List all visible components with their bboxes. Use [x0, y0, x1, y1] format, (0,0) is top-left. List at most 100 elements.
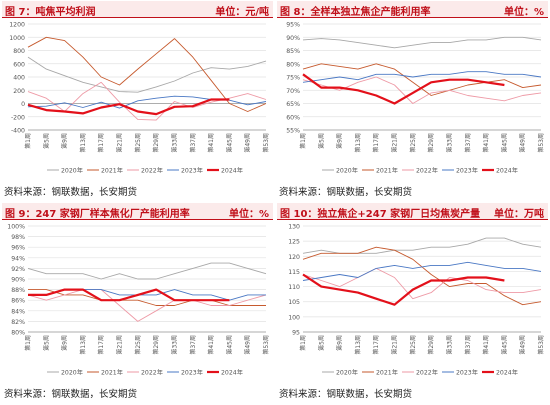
chart-panel-coke-profit: 图 7：吨焦平均利润 单位：元/吨 -400 -200 0 200 400 600 800 1…: [0, 0, 275, 202]
series-line: [302, 36, 542, 49]
x-tick-label: 第9周: [336, 133, 344, 149]
y-tick-label: 86%: [11, 298, 25, 305]
legend-label: 2020年: [336, 166, 358, 174]
x-tick-label: 第21周: [391, 133, 399, 153]
x-tick-label: 第25周: [409, 335, 417, 355]
source-note: 资料来源：钢联数据，长安期货: [4, 389, 138, 400]
x-tick-label: 第37周: [464, 335, 472, 355]
x-tick-label: 第21周: [116, 335, 124, 355]
y-tick-label: -200: [11, 114, 25, 121]
legend-label: 2022年: [141, 166, 163, 174]
y-tick-label: 600: [13, 61, 25, 68]
line-chart-svg: 55% 60% 65% 70% 75% 80% 85% 90% 95% 第1周 第5周 第9周 第13周…: [286, 22, 545, 175]
plot-area: 95 100 105 110 115 120 125 130 第1周 第5周 第9周 第13周 第17周…: [275, 220, 550, 380]
y-tick-label: 95%: [286, 22, 300, 29]
legend-label: 2022年: [141, 368, 163, 376]
x-tick-label: 第41周: [482, 133, 490, 153]
series-line: [27, 98, 230, 116]
y-tick-label: -400: [11, 128, 25, 135]
legend-label: 2020年: [61, 166, 83, 174]
x-tick-label: 第13周: [79, 335, 87, 355]
y-tick-label: 88%: [11, 287, 25, 294]
x-tick-label: 第53周: [262, 335, 270, 355]
source-note: 资料来源：钢联数据，长安期货: [279, 389, 413, 400]
chart-unit: 单位：%: [503, 7, 544, 18]
y-tick-label: 70%: [286, 88, 300, 95]
series-line: [27, 262, 267, 280]
x-tick-label: 第37周: [189, 335, 197, 355]
legend-label: 2021年: [376, 368, 398, 376]
plot-area: -400 -200 0 200 400 600 800 1000 1200 第1周 第5周 第9周 第1…: [0, 18, 275, 178]
x-tick-label: 第13周: [354, 133, 362, 153]
x-tick-label: 第5周: [317, 133, 325, 149]
chart-title: 图 8：全样本独立焦企产能利用率: [280, 7, 431, 18]
legend-label: 2023年: [456, 166, 478, 174]
chart-unit: 单位：元/吨: [215, 7, 269, 18]
y-tick-label: 120: [288, 254, 300, 261]
x-tick-label: 第13周: [79, 133, 87, 153]
x-tick-label: 第33周: [445, 133, 453, 153]
legend-label: 2022年: [416, 166, 438, 174]
x-tick-label: 第5周: [317, 335, 325, 351]
chart-unit: 单位：%: [228, 209, 269, 220]
y-tick-label: 400: [13, 75, 25, 82]
x-tick-label: 第9周: [336, 335, 344, 351]
legend-label: 2020年: [61, 368, 83, 376]
line-chart-svg: 95 100 105 110 115 120 125 130 第1周 第5周 第9周 第13周 第17周…: [288, 224, 545, 377]
x-tick-label: 第1周: [24, 335, 32, 351]
x-tick-label: 第17周: [372, 133, 380, 153]
x-tick-label: 第5周: [42, 335, 50, 351]
x-tick-label: 第33周: [170, 335, 178, 355]
x-tick-label: 第29周: [152, 133, 160, 153]
series-line: [302, 63, 542, 96]
chart-title: 图 10：独立焦企+247 家钢厂日均焦炭产量: [280, 209, 481, 220]
y-tick-label: 0: [21, 101, 25, 108]
y-tick-label: 200: [13, 88, 25, 95]
x-tick-label: 第49周: [244, 335, 252, 355]
y-tick-label: 80%: [286, 61, 300, 68]
x-tick-label: 第21周: [116, 133, 124, 153]
x-tick-label: 第21周: [391, 335, 399, 355]
y-tick-label: 65%: [286, 101, 300, 108]
x-tick-label: 第41周: [207, 335, 215, 355]
x-tick-label: 第17周: [97, 335, 105, 355]
plot-area: 55% 60% 65% 70% 75% 80% 85% 90% 95% 第1周 第5周 第9周 第13周…: [275, 18, 550, 178]
series-line: [27, 56, 267, 93]
chart-panel-steel-mill-coking-utilization: 图 9：247 家钢厂样本焦化厂产能利用率 单位：% 80% 82% 84% 86% 8…: [0, 202, 275, 404]
legend-label: 2024年: [496, 166, 518, 174]
series-line: [28, 289, 266, 306]
series-line: [302, 71, 542, 83]
y-tick-label: 1200: [9, 22, 25, 29]
series-line: [302, 267, 542, 300]
x-tick-label: 第17周: [372, 335, 380, 355]
y-tick-label: 125: [288, 239, 300, 246]
chart-title: 图 7：吨焦平均利润: [5, 7, 96, 18]
x-tick-label: 第37周: [464, 133, 472, 153]
y-tick-label: 110: [288, 284, 300, 291]
x-tick-label: 第17周: [97, 133, 105, 153]
y-tick-label: 800: [13, 48, 25, 55]
series-line: [27, 81, 267, 121]
x-tick-label: 第29周: [152, 335, 160, 355]
y-tick-label: 105: [288, 299, 300, 306]
y-tick-label: 55%: [286, 128, 300, 135]
x-tick-label: 第1周: [299, 335, 307, 351]
panel-header: 图 9：247 家钢厂样本焦化厂产能利用率 单位：%: [2, 203, 273, 220]
legend-label: 2023年: [456, 368, 478, 376]
y-tick-label: 82%: [11, 319, 25, 326]
line-chart-svg: 80% 82% 84% 86% 88% 90% 92% 94% 96% 98% 100% 第1周 第5周…: [7, 224, 270, 377]
x-tick-label: 第9周: [61, 335, 69, 351]
x-tick-label: 第45周: [500, 133, 508, 153]
x-tick-label: 第5周: [42, 133, 50, 149]
plot-area: 80% 82% 84% 86% 88% 90% 92% 94% 96% 98% 100% 第1周 第5周…: [0, 220, 275, 380]
x-tick-label: 第53周: [537, 133, 545, 153]
y-tick-label: 100: [288, 314, 300, 321]
legend-label: 2022年: [416, 368, 438, 376]
panel-header: 图 7：吨焦平均利润 单位：元/吨: [2, 1, 273, 18]
x-tick-label: 第9周: [61, 133, 69, 149]
chart-panel-daily-coke-output: 图 10：独立焦企+247 家钢厂日均焦炭产量 单位：万吨 95 100 105 11…: [275, 202, 550, 404]
y-tick-label: 85%: [286, 48, 300, 55]
x-tick-label: 第53周: [537, 335, 545, 355]
x-tick-label: 第49周: [519, 133, 527, 153]
